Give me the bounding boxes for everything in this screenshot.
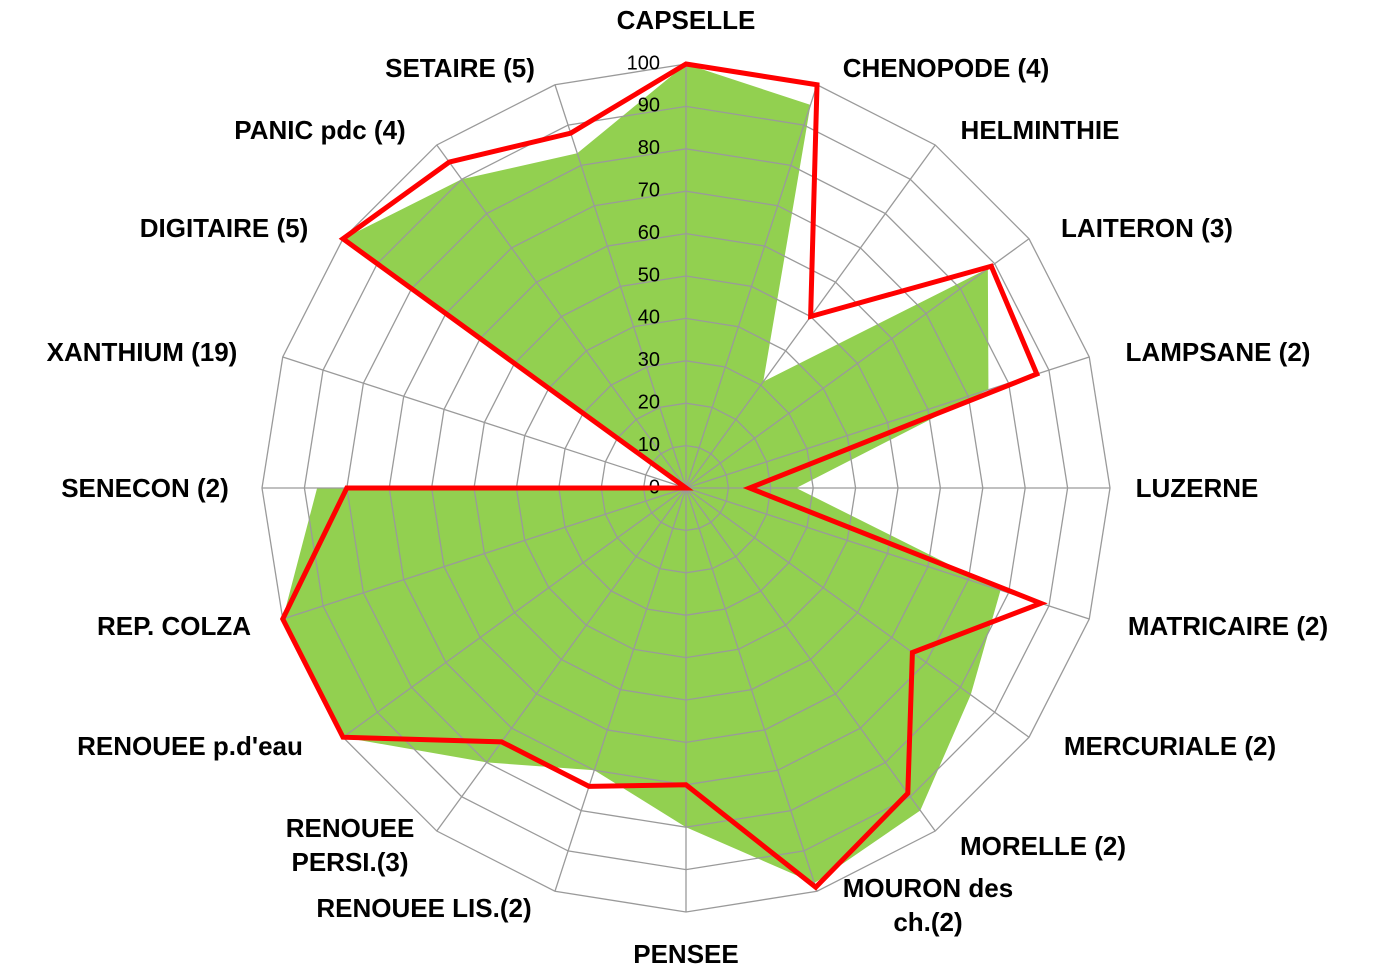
y-tick-label: 10 (638, 434, 660, 456)
category-label: RENOUEE LIS.(2) (316, 893, 532, 923)
category-label: CHENOPODE (4) (842, 53, 1050, 83)
category-label: MERCURIALE (2) (1063, 731, 1277, 761)
category-label: MOURON des ch.(2) (842, 873, 1014, 937)
spoke (554, 84, 687, 489)
category-label: CAPSELLE (616, 5, 756, 35)
y-tick-label: 60 (638, 222, 660, 244)
y-tick-label: 50 (638, 264, 660, 286)
y-tick-label: 90 (638, 95, 660, 117)
category-label: HELMINTHIE (960, 115, 1120, 145)
spoke (554, 487, 687, 892)
y-tick-label: 100 (627, 52, 660, 74)
spoke (436, 487, 687, 832)
category-label: SENECON (2) (61, 473, 229, 503)
spoke (436, 144, 687, 489)
spoke (342, 487, 687, 738)
category-label: REP. COLZA (96, 611, 252, 641)
category-label: MORELLE (2) (959, 831, 1127, 861)
y-tick-label: 70 (638, 179, 660, 201)
category-label: DIGITAIRE (5) (139, 213, 309, 243)
spoke (685, 487, 818, 892)
series-line (279, 61, 1048, 891)
category-label: RENOUEE PERSI.(3) (285, 813, 415, 877)
spoke (685, 487, 1030, 738)
category-label: LAMPSANE (2) (1125, 337, 1311, 367)
category-label: LUZERNE (1135, 473, 1259, 503)
y-tick-label: 20 (638, 391, 660, 413)
spoke (685, 487, 936, 832)
category-label: LAITERON (3) (1061, 213, 1233, 243)
category-label: XANTHIUM (19) (46, 337, 238, 367)
category-label: RENOUEE p.d'eau (77, 731, 303, 761)
y-tick-label: 30 (638, 349, 660, 371)
category-label: PENSEE (633, 939, 739, 969)
spoke (685, 238, 1030, 489)
category-label: SETAIRE (5) (385, 53, 535, 83)
category-label: MATRICAIRE (2) (1127, 611, 1329, 641)
y-tick-label: 80 (638, 137, 660, 159)
spoke (282, 487, 687, 620)
spoke (685, 84, 818, 489)
y-tick-label: 40 (638, 307, 660, 329)
spoke (282, 356, 687, 489)
category-label: PANIC pdc (4) (234, 115, 406, 145)
